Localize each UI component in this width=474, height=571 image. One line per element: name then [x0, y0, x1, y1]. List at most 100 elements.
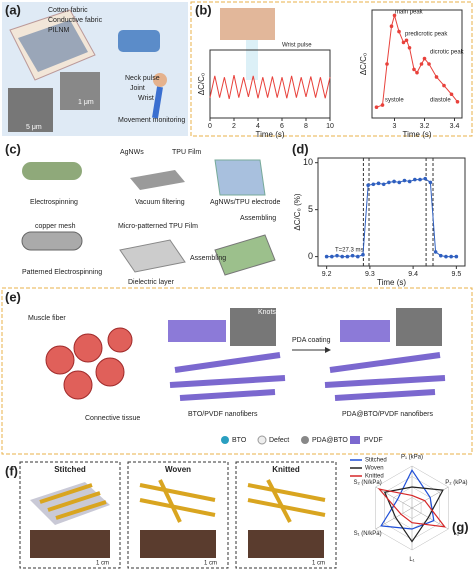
data-point	[371, 182, 376, 187]
legend-label: PVDF	[364, 437, 383, 444]
panel-border	[1, 287, 473, 455]
wrist-photo	[118, 30, 160, 52]
x-tick-label: 2	[232, 123, 236, 130]
highlight-band	[246, 40, 258, 80]
data-point	[454, 254, 459, 259]
scale-label: 5 μm	[26, 124, 42, 131]
data-point	[428, 180, 433, 185]
axis-label: S₁ (N/kPa)	[354, 531, 382, 537]
annotation: main peak	[395, 10, 424, 16]
fibers	[169, 352, 446, 401]
muscle	[45, 327, 133, 400]
radar-series	[377, 488, 447, 528]
axis-label: P₂ (kPa)	[445, 480, 467, 486]
label: TPU Film	[172, 149, 201, 156]
x-axis-label: Time (s)	[402, 130, 431, 139]
x-tick-label: 3.2	[420, 123, 430, 130]
label: Muscle fiber	[28, 315, 66, 322]
data-point	[413, 177, 417, 182]
label: BTO/PVDF nanofibers	[188, 411, 258, 418]
x-tick-label: 6	[280, 123, 284, 130]
legend-label: Stitched	[365, 458, 387, 464]
data-point	[397, 180, 402, 185]
data-point	[389, 24, 394, 29]
data-point	[366, 183, 370, 188]
legend-label: Defect	[269, 437, 289, 444]
sem-image	[60, 72, 100, 110]
electrode	[214, 159, 266, 196]
legend-label: PDA@BTO	[312, 437, 348, 444]
radar-series	[380, 469, 435, 530]
fiber-zoom	[168, 320, 226, 342]
label: copper mesh	[35, 223, 76, 230]
plot-frame	[209, 49, 331, 119]
data-point	[407, 179, 412, 184]
data-point	[438, 253, 443, 258]
label: Conductive fabric	[48, 17, 103, 24]
panel-label: (a)	[5, 2, 21, 17]
label: Dielectric layer	[128, 279, 175, 286]
label: Vacuum filtering	[135, 199, 185, 206]
sem-image	[8, 88, 53, 132]
scale-label: 1 cm	[96, 561, 109, 567]
panel-f: (f) Stitched Woven Knitted 1 cm 1 cm 1 c…	[5, 461, 337, 569]
data-point	[423, 176, 428, 181]
data-point	[387, 180, 391, 185]
panel-label: (c)	[5, 141, 21, 156]
label: PILNM	[48, 27, 70, 34]
data-point	[392, 13, 397, 18]
sem-image	[230, 308, 276, 346]
label: Joint	[130, 85, 145, 92]
panel-e: (e) Muscle fiber Connective tissue Knots…	[1, 287, 473, 455]
plot-frame	[317, 157, 466, 267]
data-point	[407, 46, 412, 50]
scale-label: 1 cm	[204, 561, 217, 567]
y-axis-label: ΔC/C₀	[359, 53, 368, 75]
annotation: predicrotic peak	[405, 32, 448, 38]
title: Woven	[165, 465, 191, 474]
sem-image	[396, 308, 442, 346]
label: Assembling	[190, 255, 226, 262]
label: PDA@BTO/PVDF nanofibers	[342, 411, 434, 418]
axis-label: L₁	[409, 557, 414, 563]
title: Stitched	[54, 465, 86, 474]
label: Cotton fabric	[48, 7, 88, 14]
data-point	[455, 100, 460, 104]
data-point	[392, 179, 396, 184]
data-point	[442, 83, 446, 88]
x-tick-label: 3	[393, 123, 397, 130]
data-point	[412, 67, 416, 72]
data-point	[434, 75, 439, 79]
fabric-photo	[30, 530, 110, 558]
annotation: diastole	[430, 98, 451, 104]
data-point	[404, 38, 409, 43]
data-point	[422, 56, 427, 61]
data-point	[427, 62, 431, 66]
axis-label: P₁ (kPa)	[401, 454, 423, 460]
panel-label: (d)	[292, 141, 309, 156]
data-point	[402, 178, 407, 183]
data-point	[380, 103, 385, 107]
data-point	[433, 250, 438, 254]
device	[214, 234, 276, 276]
axis-label: L₂	[454, 531, 460, 537]
fiber-zoom	[340, 320, 390, 342]
fabric-photo	[140, 530, 216, 558]
plot-frame	[371, 9, 463, 119]
panel-b: (b)	[190, 1, 473, 137]
panel-c: (c) Electrospinning AgNWs TPU Film Vacuu…	[5, 141, 281, 285]
panel-border	[190, 1, 473, 137]
label: Electrospinning	[30, 199, 78, 206]
data-point	[324, 254, 329, 259]
y-axis-label: ΔC/C₀ (%)	[293, 193, 302, 230]
data-point	[419, 62, 424, 66]
data-point	[350, 253, 355, 258]
panel-label: (f)	[5, 463, 18, 478]
data-point	[335, 253, 339, 258]
copper-drum	[21, 231, 83, 251]
data-point	[361, 252, 365, 257]
fabric-layer	[18, 20, 88, 72]
label: Micro-patterned TPU Film	[118, 223, 198, 230]
label: Neck pulse	[125, 75, 160, 82]
